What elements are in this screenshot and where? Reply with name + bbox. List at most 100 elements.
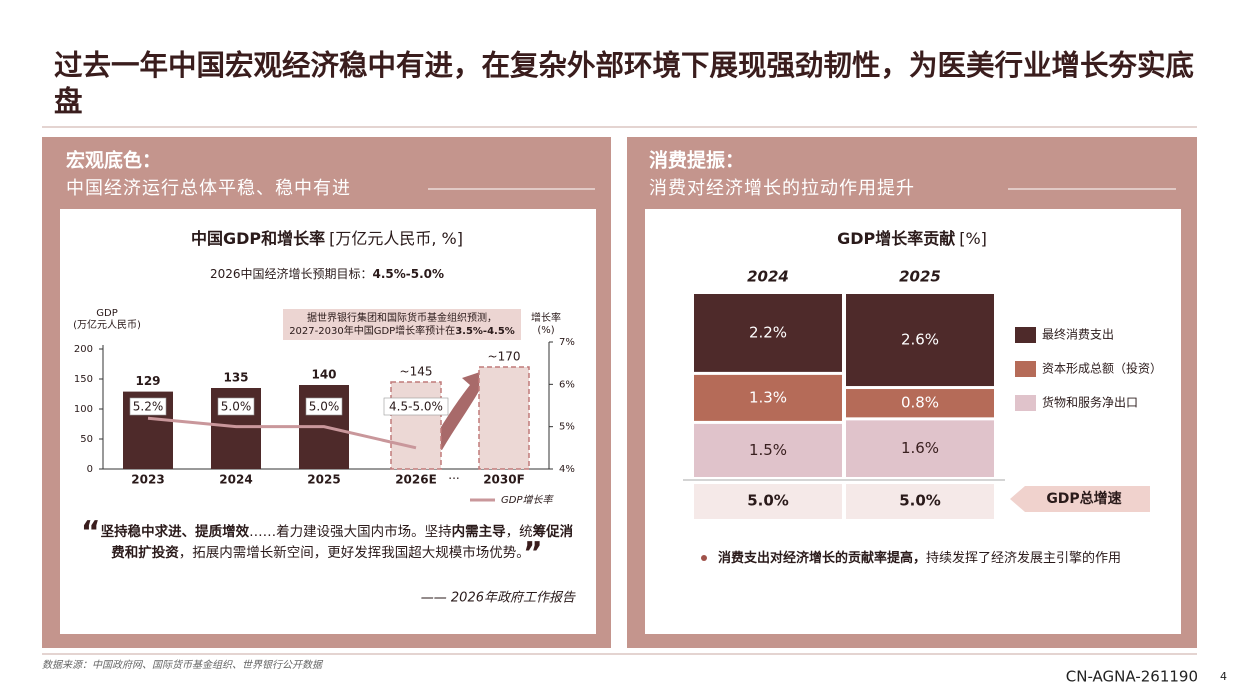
legend-label: 最终消费支出: [1042, 327, 1114, 342]
x-tick-label: 2026E: [395, 473, 437, 487]
bullet-bold: 消费支出对经济增长的贡献率提高，: [718, 550, 926, 566]
segment-label: 2.6%: [901, 331, 939, 349]
chart-title: 中国GDP和增长率 [万亿元人民币, %]: [191, 229, 463, 248]
chart-title-main: 中国GDP和增长率: [191, 229, 325, 248]
bullet-dot: [701, 555, 707, 561]
total-label: 5.0%: [899, 492, 941, 510]
line-label-box: [305, 397, 343, 416]
annotation-box: [283, 309, 521, 340]
subtitle-text: 2026中国经济增长预期目标：: [210, 266, 373, 281]
right-heading: 消费提振：: [649, 149, 744, 172]
quote-segment: 内需主导: [451, 524, 506, 540]
x-tick-label: 2030F: [483, 473, 525, 487]
quote: “坚持稳中求进、提质增效……着力建设强大国内市场。坚持内需主导，统筹促消费和扩投…: [80, 518, 574, 569]
y-tick-label: 50: [80, 434, 93, 445]
y-tick-label: 150: [74, 374, 93, 385]
chart-title-main: GDP增长率贡献: [837, 229, 955, 248]
bullet-rest: 持续发挥了经济发展主引擎的作用: [926, 550, 1121, 566]
y-tick-label: 200: [74, 344, 93, 355]
x-tick-label: 2024: [219, 473, 252, 487]
legend-swatch: [1015, 361, 1036, 377]
left-heading: 宏观底色：: [66, 149, 161, 172]
legend-label: 资本形成总额（投资）: [1042, 361, 1162, 376]
stack-segment: [846, 420, 994, 477]
total-name: GDP总增速: [1046, 490, 1121, 507]
bar: [478, 366, 530, 470]
quote-segment: ……着力建设强大国内市场。坚持: [249, 524, 452, 540]
x-tick-label: 2025: [307, 473, 340, 487]
doc-code: CN-AGNA-261190: [1066, 668, 1198, 686]
line-value-label: 5.0%: [221, 400, 252, 414]
quote-mark: “: [80, 515, 101, 550]
y2-tick-label: 6%: [559, 379, 575, 390]
subtitle-value: 4.5%-5.0%: [373, 267, 445, 281]
stack-segment: [846, 294, 994, 387]
y-tick-label: 100: [74, 404, 93, 415]
line-value-label: 5.2%: [133, 400, 164, 414]
total-arrow: [1010, 486, 1150, 512]
stack-segment: [694, 374, 842, 421]
trend-arrow: [430, 368, 492, 450]
chart-subtitle: 2026中国经济增长预期目标：4.5%-5.0%: [210, 266, 444, 281]
total-cell: [694, 484, 842, 519]
total-label: 5.0%: [747, 492, 789, 510]
annotation-line: 2027-2030年中国GDP增长率预计在3.5%-4.5%: [289, 324, 515, 337]
line-label-box: [129, 397, 167, 416]
stack-segment: [694, 423, 842, 477]
segment-label: 1.6%: [901, 439, 939, 457]
quote-segment: ，统: [505, 524, 533, 540]
x-tick-label: 2024: [747, 268, 789, 286]
segment-label: 1.3%: [749, 388, 787, 406]
y2-axis-label: (%): [537, 325, 554, 336]
legend-label: GDP增长率: [501, 494, 554, 506]
chart-unit: [%]: [959, 229, 987, 248]
page-number: 4: [1220, 670, 1227, 683]
bar-value-label: 140: [311, 368, 336, 382]
legend-swatch: [1015, 395, 1036, 411]
stack-segment: [846, 389, 994, 418]
y2-tick-label: 5%: [559, 422, 575, 433]
annotation-bold: 3.5%-4.5%: [455, 326, 515, 337]
y-tick-label: 0: [87, 464, 93, 475]
segment-label: 2.2%: [749, 323, 787, 341]
bullet-text: 消费支出对经济增长的贡献率提高，持续发挥了经济发展主引擎的作用: [718, 550, 1121, 566]
y-axis-label: GDP: [96, 308, 117, 319]
line-label-box: [383, 397, 449, 416]
annotation-text: 2027-2030年中国GDP增长率预计在: [289, 324, 455, 337]
bar: [390, 381, 442, 470]
page-title: 过去一年中国宏观经济稳中有进，在复杂外部环境下展现强劲韧性，为医美行业增长夯实底…: [54, 49, 1195, 118]
bar-value-label: ~145: [400, 365, 433, 379]
right-subheading: 消费对经济增长的拉动作用提升: [649, 178, 915, 199]
y2-tick-label: 4%: [559, 464, 575, 475]
growth-line: [147, 416, 417, 450]
total-cell: [846, 484, 994, 519]
quote-segment: 筹促消费和扩投资: [111, 524, 574, 561]
stack-segment: [694, 294, 842, 372]
quote-mark: ”: [523, 536, 543, 571]
left-subheading: 中国经济运行总体平稳、稳中有进: [66, 178, 351, 199]
y2-tick-label: 7%: [559, 337, 575, 348]
x-tick-label: 2023: [131, 473, 164, 487]
bar-value-label: 135: [223, 371, 248, 385]
line-value-label: 4.5-5.0%: [389, 400, 443, 414]
line-value-label: 5.0%: [309, 400, 340, 414]
legend-label: 货物和服务净出口: [1042, 395, 1138, 410]
legend-swatch: [1015, 327, 1036, 343]
y-axis-label: (万亿元人民币): [73, 318, 141, 331]
chart-title: GDP增长率贡献 [%]: [837, 229, 987, 248]
chart-unit: [万亿元人民币, %]: [329, 229, 463, 248]
segment-label: 0.8%: [901, 394, 939, 412]
y2-axis-label: 增长率: [531, 311, 561, 324]
quote-segment: ，拓展内需增长新空间，更好发挥我国超大规模市场优势。: [178, 545, 524, 561]
annotation-line: 据世界银行集团和国际货币基金组织预测，: [307, 311, 497, 324]
quote-source: —— 2026年政府工作报告: [421, 590, 576, 606]
segment-label: 1.5%: [749, 441, 787, 459]
source: 数据来源：中国政府网、国际货币基金组织、世界银行公开数据: [42, 659, 324, 671]
bar-value-label: 129: [135, 374, 160, 388]
gap-label: ···: [448, 472, 459, 486]
line-label-box: [217, 397, 255, 416]
quote-segment: 坚持稳中求进、提质增效: [100, 524, 250, 540]
bar-value-label: ~170: [488, 350, 521, 364]
